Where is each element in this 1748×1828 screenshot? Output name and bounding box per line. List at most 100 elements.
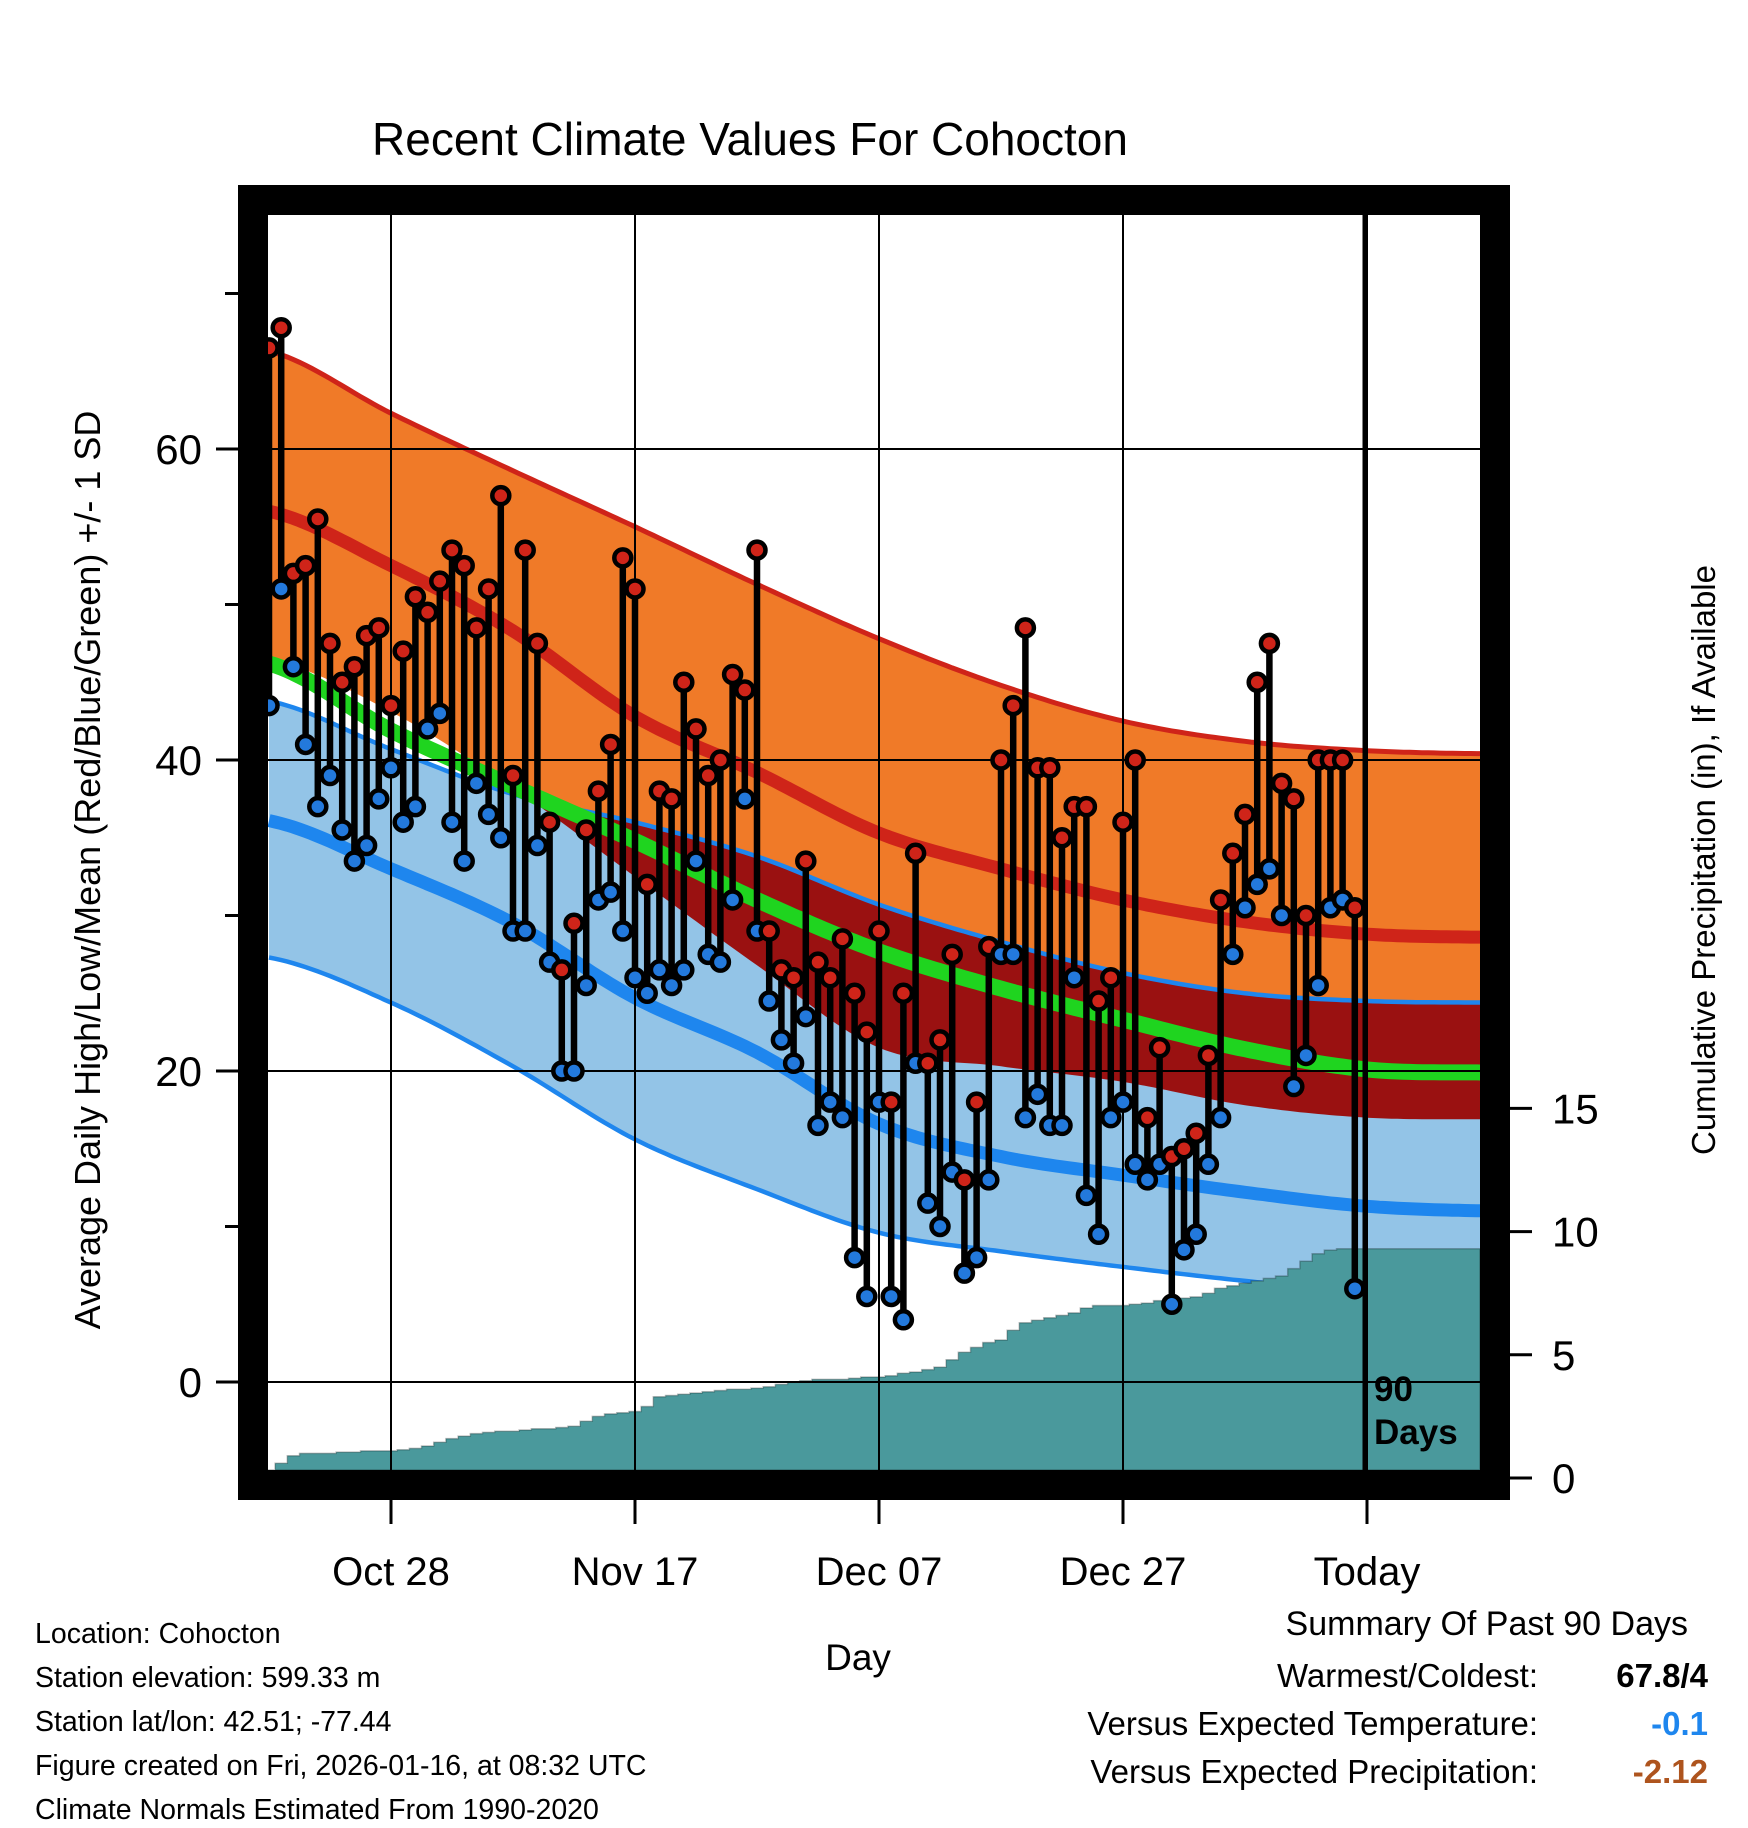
daily-high-dot [563,912,585,935]
daily-high-dot [502,764,524,787]
daily-low-dot [685,850,707,872]
daily-low-dot [917,1192,939,1214]
daily-low-dot [319,764,341,787]
daily-low-dot [978,1169,1000,1191]
daily-high-dot [624,578,646,600]
daily-high-dot [526,632,549,655]
daily-high-dot [404,585,427,608]
daily-low-dot [1295,1044,1317,1067]
daily-low-dot [294,733,317,756]
daily-high-dot [1075,795,1098,818]
daily-high-dot [1222,842,1244,865]
daily-low-dot [929,1215,951,1238]
daily-high-dot [429,570,451,592]
gridlines [268,215,1480,1470]
page-title: Recent Climate Values For Cohocton [372,113,1128,165]
figure-created: Figure created on Fri, 2026-01-16, at 08… [35,1750,647,1782]
daily-low-dot [575,974,597,997]
daily-high-dot [587,780,610,802]
daily-high-dot [990,749,1012,771]
daily-low-dot [965,1246,988,1269]
daily-high-dot [514,539,536,561]
daily-low-dot [355,834,378,857]
daily-low-dot [477,803,500,826]
daily-high-dot [294,554,317,577]
daily-high-dot [1173,1138,1195,1160]
daily-high-dot [880,1091,902,1113]
summary-block: Summary Of Past 90 Days Warmest/Coldest:… [1087,1600,1708,1796]
daily-high-dot [453,554,475,577]
daily-high-dot [673,671,695,693]
summary-value: -2.12 [1632,1753,1708,1790]
daily-low-dot [1209,1106,1232,1129]
summary-value: 67.8/4 [1616,1657,1708,1694]
summary-row-warmest-coldest: Warmest/Coldest: 67.8/4 [1087,1652,1708,1700]
daily-low-dot [563,1060,585,1082]
daily-low-dot [1222,943,1244,966]
daily-high-dot [368,617,390,639]
daily-low-dot [1234,896,1256,919]
daily-low-dot [392,811,414,833]
daily-low-dot [1197,1153,1220,1176]
daily-low-dot [1270,904,1293,927]
daily-low-dot [1075,1184,1098,1207]
daily-high-dot [795,850,817,872]
climate-normals-note: Climate Normals Estimated From 1990-2020 [35,1794,599,1826]
daily-high-dot [1209,889,1232,911]
daily-low-dot [1124,1153,1146,1176]
high-plus-sd-edge [268,348,1480,757]
daily-high-dot [856,1021,878,1043]
daily-low-dot [856,1285,878,1308]
daily-high-dot [917,1052,939,1074]
daily-low-dot [843,1246,866,1269]
precip-area [268,1248,1480,1470]
daily-low-dot [612,920,634,942]
daily-high-dot [1331,749,1354,771]
summary-value: -0.1 [1651,1705,1708,1742]
daily-low-dot [648,959,671,981]
daily-high-dot [709,749,732,771]
daily-low-dot [1063,966,1085,989]
daily-high-dot [343,655,366,678]
daily-low-dot [368,788,390,810]
daily-low-dot [599,881,622,903]
daily-high-dot [953,1169,976,1191]
daily-high-dot [1295,904,1317,927]
daily-high-dot [1039,757,1061,779]
daily-low-dot [880,1285,902,1308]
daily-low-dot [1307,974,1329,997]
daily-low-dot [331,819,353,841]
daily-high-dot [599,733,622,756]
daily-low-dot [307,795,329,818]
daily-high-dot [465,617,488,639]
right-tick-label: 0 [1552,1455,1575,1502]
daily-high-dot [1197,1044,1220,1067]
daily-high-dot [270,316,292,339]
daily-low-dot [526,834,549,857]
daily-high-dot [904,842,927,865]
daily-low-dot [1283,1075,1305,1098]
daily-low-dot [624,966,646,989]
daily-high-dot [819,966,841,989]
daily-high-dot [1100,966,1122,989]
summary-label: Warmest/Coldest: [1276,1657,1538,1694]
daily-high-dot [721,663,744,686]
daily-high-dot [1246,671,1268,693]
high-mean-line [268,504,1480,944]
daily-high-dot [380,694,402,717]
right-tick-label: 15 [1552,1085,1599,1132]
daily-high-dot [1258,632,1281,655]
daily-high-dot [636,873,658,896]
daily-high-dot [1014,617,1037,639]
daily-low-dot [1014,1106,1037,1129]
daily-high-dot [843,982,866,1004]
daily-low-dot [1051,1114,1073,1137]
daily-low-dot [514,920,536,942]
summary-row-vs-precipitation: Versus Expected Precipitation: -2.12 [1087,1748,1708,1796]
daily-low-dot [709,951,732,973]
daily-high-dot [892,982,915,1004]
daily-low-dot [1136,1169,1159,1191]
daily-low-dot [807,1114,829,1137]
left-tick-label: 40 [155,737,202,784]
